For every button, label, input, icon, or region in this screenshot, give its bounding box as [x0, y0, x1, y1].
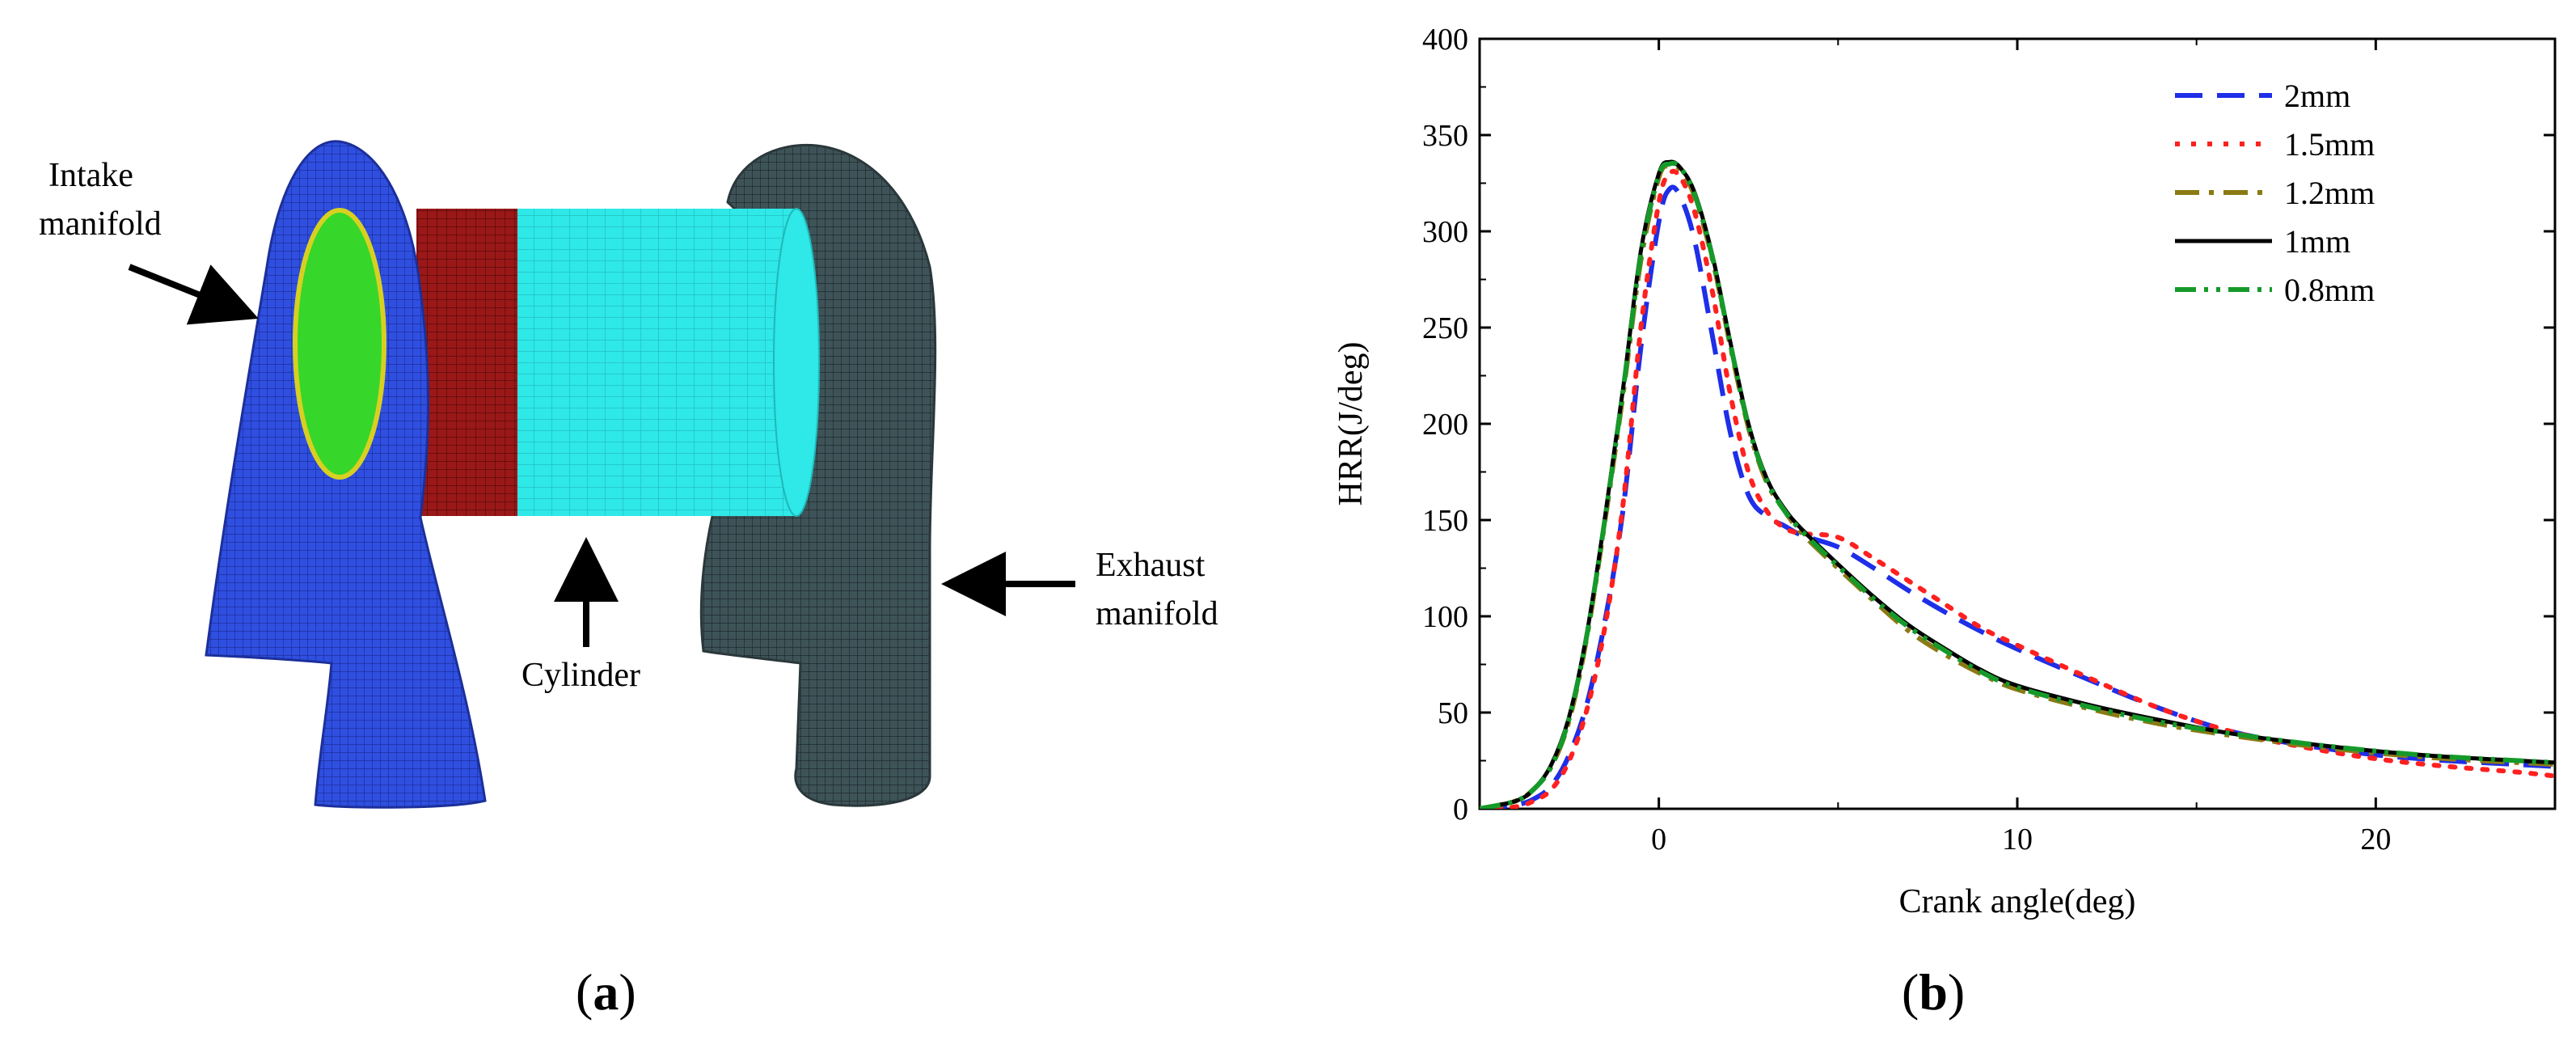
legend-label: 0.8mm [2284, 272, 2375, 308]
plot-border [1478, 37, 2557, 810]
intake-label-line1: Intake [49, 157, 133, 194]
legend-label: 1mm [2284, 223, 2350, 260]
cylinder-mesh [416, 208, 820, 517]
hrr-chart: 0 50 100 150 200 250 300 350 400 0 10 20 2mm 1.5mm 1… [1332, 23, 2557, 920]
exhaust-label-line1: Exhaust [1096, 547, 1206, 584]
y-tick-label: 250 [1422, 311, 1468, 345]
y-tick-label: 400 [1422, 23, 1468, 57]
series-line-0.8mm [1480, 160, 2555, 809]
x-tick-label: 0 [1651, 823, 1666, 857]
legend: 2mm 1.5mm 1.2mm 1mm 0.8mm [2175, 78, 2375, 308]
y-tick-label: 100 [1422, 600, 1468, 634]
valve-face [293, 208, 386, 480]
x-axis-title: Crank angle(deg) [1899, 883, 2136, 920]
caption-a: (a) [576, 962, 636, 1022]
x-tick-label: 10 [2002, 823, 2033, 857]
plot-area [1478, 37, 2557, 810]
series-layer [1480, 159, 2555, 809]
y-axis: 0 50 100 150 200 250 300 350 400 [1422, 23, 2555, 827]
y-axis-title: HRR(J/deg) [1332, 342, 1370, 506]
caption-a-text: (a) [576, 963, 636, 1021]
legend-label: 1.2mm [2284, 175, 2375, 211]
caption-b: (b) [1902, 962, 1965, 1022]
exhaust-label-line2: manifold [1096, 595, 1218, 632]
y-tick-label: 50 [1438, 696, 1468, 730]
caption-b-text: (b) [1902, 963, 1966, 1021]
cylinder-label: Cylinder [522, 657, 640, 694]
x-tick-label: 20 [2360, 823, 2391, 857]
legend-label: 1.5mm [2284, 126, 2375, 163]
x-axis: 0 10 20 [1479, 39, 2556, 857]
series-line-1.5mm [1480, 168, 2555, 809]
legend-label: 2mm [2284, 78, 2350, 114]
intake-label-line2: manifold [39, 205, 162, 243]
y-tick-label: 200 [1422, 408, 1468, 442]
series-line-2mm [1480, 184, 2555, 809]
intake-arrow [128, 264, 259, 325]
intake-manifold-mesh [205, 140, 487, 809]
y-tick-label: 0 [1453, 793, 1468, 827]
y-tick-label: 350 [1422, 119, 1468, 153]
y-tick-label: 300 [1422, 215, 1468, 249]
engine-mesh-figure: Intake manifold Cylinder Exhaust manifol… [39, 140, 1218, 809]
y-tick-label: 150 [1422, 504, 1468, 538]
